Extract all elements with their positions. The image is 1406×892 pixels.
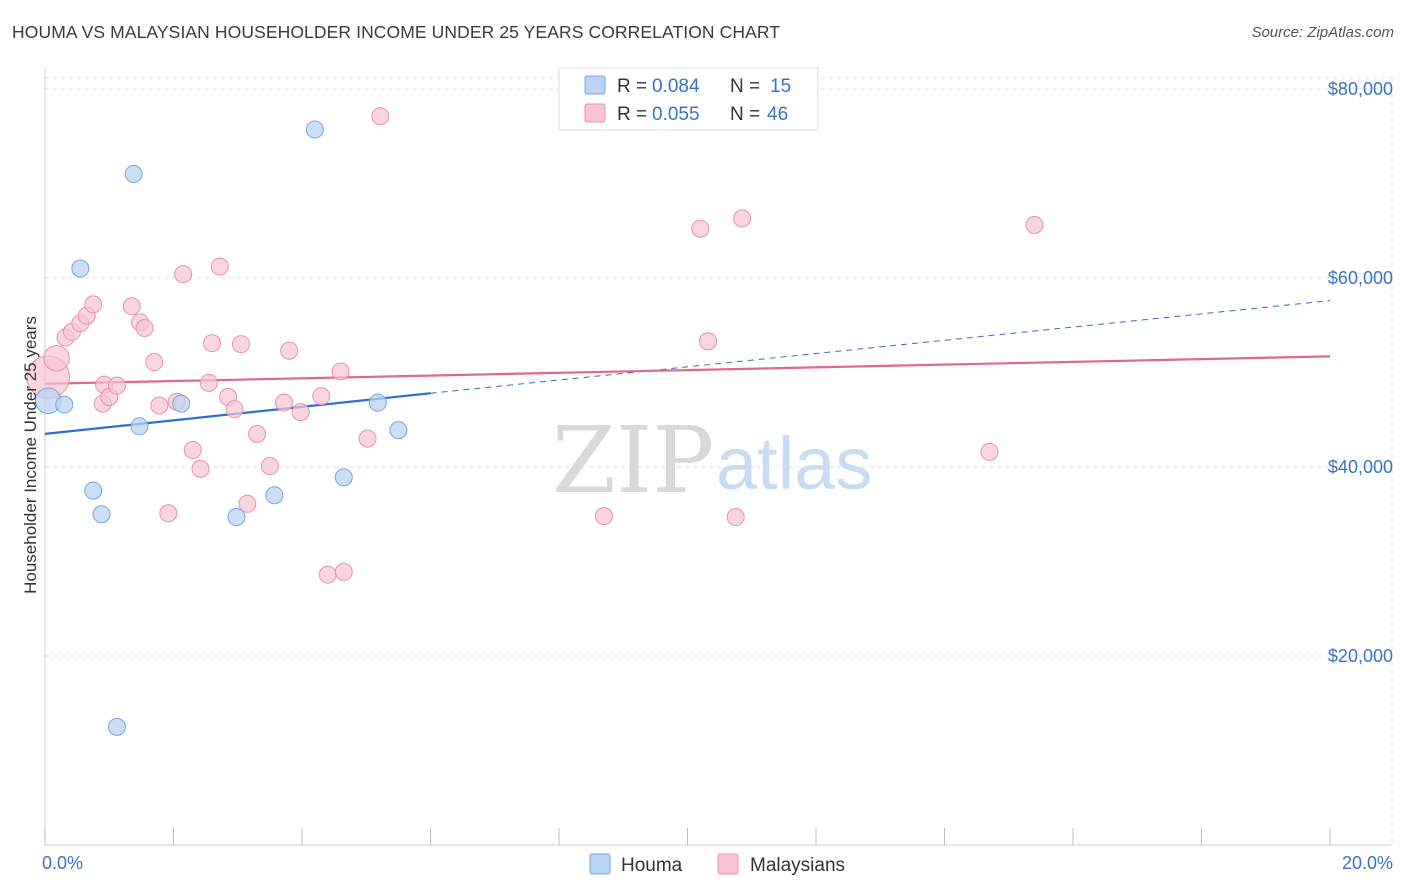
- houma-point: [368, 393, 387, 412]
- legend-houma-n-label: N =: [730, 76, 760, 97]
- houma-point: [55, 395, 74, 414]
- y-tick-label: $60,000: [1328, 268, 1393, 288]
- malaysian-point: [334, 562, 353, 581]
- legend-malaysian-n-value: 46: [767, 104, 788, 125]
- malaysian-point: [174, 265, 193, 284]
- y-tick-label: $40,000: [1328, 457, 1393, 477]
- houma-point: [265, 486, 284, 505]
- malaysian-point: [980, 442, 999, 461]
- houma-point: [227, 508, 246, 527]
- houma-point: [389, 421, 408, 440]
- malaysian-trend-line: [44, 355, 1331, 385]
- malaysian-point: [238, 494, 257, 513]
- malaysian-point: [358, 429, 377, 448]
- legend-malaysian-r-value: 0.055: [652, 104, 700, 125]
- houma-point: [71, 259, 90, 278]
- legend-houma-n-value: 15: [770, 76, 791, 97]
- houma-point: [84, 481, 103, 500]
- legend-malaysian-swatch: [584, 103, 606, 123]
- malaysian-point: [280, 341, 299, 360]
- x-tick-label-right: 20.0%: [1342, 853, 1393, 873]
- malaysian-point: [691, 219, 710, 238]
- malaysian-point: [231, 335, 250, 354]
- houma-point: [92, 505, 111, 524]
- malaysian-point: [699, 332, 718, 351]
- malaysian-point: [84, 295, 103, 314]
- malaysian-point: [248, 424, 267, 443]
- houma-point: [305, 120, 324, 139]
- malaysian-point: [726, 508, 745, 527]
- malaysian-point: [150, 396, 169, 415]
- malaysian-point: [225, 400, 244, 419]
- houma-point: [107, 717, 126, 736]
- watermark-atlas: atlas: [716, 422, 872, 505]
- malaysian-point: [43, 345, 70, 372]
- malaysian-point: [594, 507, 613, 526]
- malaysian-point: [275, 393, 294, 412]
- y-tick-label: $20,000: [1328, 646, 1393, 666]
- legend-malaysian-r-label: R =: [617, 104, 647, 125]
- malaysian-point: [159, 504, 178, 523]
- legend-malaysian-n-label: N =: [730, 104, 760, 125]
- chart-title: HOUMA VS MALAYSIAN HOUSEHOLDER INCOME UN…: [12, 22, 781, 42]
- houma-point: [172, 394, 191, 413]
- axes: [44, 68, 1392, 846]
- houma-point: [124, 164, 143, 183]
- houma-trend-line-extension: [430, 300, 1331, 394]
- y-tick-labels: $20,000 $40,000 $60,000 $80,000: [1328, 79, 1393, 666]
- malaysian-point: [260, 457, 279, 476]
- malaysian-point: [135, 319, 154, 338]
- legend-houma-swatch: [584, 75, 606, 95]
- bottom-legend-malaysian-label: Malaysians: [750, 855, 845, 876]
- legend-box: R = 0.084 N = 15 R = 0.055 N = 46: [558, 67, 819, 131]
- houma-point: [334, 468, 353, 487]
- malaysian-point: [145, 353, 164, 372]
- malaysian-points: [26, 107, 1044, 584]
- malaysian-point: [733, 209, 752, 228]
- watermark-zip: ZIP: [552, 407, 714, 514]
- malaysian-point: [312, 387, 331, 406]
- y-tick-label: $80,000: [1328, 79, 1393, 99]
- bottom-legend-houma-swatch: [589, 853, 611, 875]
- malaysian-point: [291, 403, 310, 422]
- malaysian-point: [107, 376, 126, 395]
- malaysian-point: [331, 362, 350, 381]
- x-tick-label-left: 0.0%: [42, 853, 83, 873]
- source-label: Source: ZipAtlas.com: [1251, 24, 1394, 41]
- malaysian-point: [1025, 216, 1044, 234]
- malaysian-point: [371, 107, 390, 126]
- houma-point: [130, 417, 149, 436]
- bottom-legend: Houma Malaysians: [589, 853, 845, 876]
- legend-houma-r-label: R =: [617, 76, 647, 97]
- legend-houma-r-value: 0.084: [652, 76, 700, 97]
- malaysian-point: [203, 334, 222, 353]
- malaysian-point: [210, 257, 229, 276]
- y-axis-label: Householder Income Under 25 years: [21, 316, 40, 594]
- bottom-legend-malaysian-swatch: [717, 853, 739, 875]
- malaysian-point: [191, 459, 210, 478]
- malaysian-point: [199, 373, 218, 392]
- malaysian-point: [122, 297, 141, 316]
- malaysian-point: [318, 565, 337, 584]
- malaysian-point: [183, 440, 202, 459]
- bottom-legend-houma-label: Houma: [621, 855, 683, 876]
- houma-points: [34, 120, 408, 736]
